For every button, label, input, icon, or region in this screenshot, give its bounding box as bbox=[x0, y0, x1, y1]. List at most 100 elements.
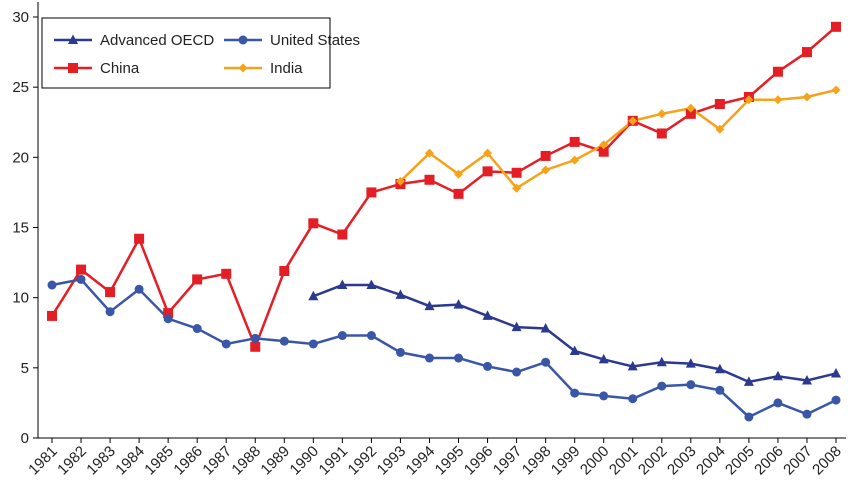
series-line bbox=[399, 88, 837, 190]
data-point bbox=[511, 321, 522, 332]
legend-marker bbox=[68, 34, 78, 44]
data-point bbox=[773, 95, 783, 105]
x-tick-label: 2000 bbox=[577, 443, 613, 479]
legend-label: Advanced OECD bbox=[100, 32, 214, 49]
x-tick-label: 2006 bbox=[751, 443, 787, 479]
series-line bbox=[50, 25, 837, 351]
data-point bbox=[279, 266, 290, 277]
data-point bbox=[366, 187, 377, 198]
data-point bbox=[744, 95, 754, 105]
data-point bbox=[628, 116, 638, 126]
data-point bbox=[743, 376, 754, 386]
data-point bbox=[686, 380, 696, 390]
data-point bbox=[366, 279, 377, 290]
x-tick-label: 1992 bbox=[345, 443, 381, 479]
data-point bbox=[395, 176, 405, 186]
data-point bbox=[47, 310, 57, 321]
x-tick-label: 2002 bbox=[635, 443, 671, 479]
x-tick-label: 2005 bbox=[722, 443, 758, 479]
data-point bbox=[482, 310, 493, 320]
data-point bbox=[772, 66, 783, 77]
data-point bbox=[76, 274, 86, 284]
x-tick-label: 2003 bbox=[664, 443, 700, 479]
data-point bbox=[540, 323, 551, 333]
legend-label: India bbox=[270, 60, 303, 77]
data-point bbox=[628, 394, 638, 404]
data-point bbox=[541, 357, 551, 367]
data-point bbox=[656, 128, 667, 139]
data-point bbox=[424, 353, 434, 363]
x-tick-label: 2001 bbox=[606, 443, 642, 479]
data-point bbox=[337, 229, 348, 240]
x-tick-label: 1981 bbox=[25, 443, 61, 479]
legend-marker bbox=[238, 35, 248, 45]
y-tick-label: 10 bbox=[12, 290, 29, 307]
data-point bbox=[250, 333, 260, 343]
y-tick-label: 30 bbox=[12, 9, 29, 26]
data-point bbox=[105, 307, 115, 317]
data-point bbox=[598, 146, 609, 157]
data-point bbox=[831, 21, 841, 32]
data-point bbox=[772, 370, 783, 381]
x-tick-label: 1998 bbox=[519, 443, 555, 479]
data-point bbox=[483, 361, 493, 371]
x-tick-label: 1989 bbox=[258, 443, 294, 479]
data-point bbox=[599, 391, 609, 401]
data-point bbox=[454, 169, 464, 179]
data-point bbox=[337, 279, 348, 290]
data-point bbox=[714, 99, 725, 110]
data-point bbox=[802, 409, 812, 419]
data-point bbox=[424, 174, 435, 185]
legend-box bbox=[41, 17, 331, 89]
x-tick-label: 1985 bbox=[141, 443, 177, 479]
x-tick-label: 1987 bbox=[199, 443, 235, 479]
data-point bbox=[454, 353, 464, 363]
x-tick-label: 1994 bbox=[403, 443, 439, 479]
data-point bbox=[831, 367, 841, 378]
data-point bbox=[192, 324, 202, 334]
data-point bbox=[831, 395, 841, 405]
data-point bbox=[337, 331, 347, 341]
data-point bbox=[424, 148, 434, 158]
data-point bbox=[221, 268, 232, 279]
data-point bbox=[657, 109, 667, 119]
data-point bbox=[657, 381, 667, 391]
x-tick-label: 1982 bbox=[54, 443, 90, 479]
x-tick-label: 1988 bbox=[228, 443, 264, 479]
data-point bbox=[512, 183, 522, 193]
legend-label: United States bbox=[270, 32, 360, 49]
data-point bbox=[685, 358, 696, 368]
data-point bbox=[714, 363, 725, 374]
data-point bbox=[598, 353, 609, 364]
y-tick-label: 0 bbox=[21, 430, 29, 447]
y-tick-label: 25 bbox=[12, 79, 29, 96]
data-point bbox=[541, 165, 551, 175]
data-point bbox=[540, 150, 551, 161]
data-point bbox=[802, 92, 812, 102]
x-tick-label: 1993 bbox=[374, 443, 410, 479]
data-point bbox=[105, 287, 116, 298]
data-point bbox=[599, 140, 609, 150]
data-point bbox=[569, 345, 580, 355]
data-point bbox=[569, 136, 580, 147]
data-point bbox=[453, 188, 464, 199]
data-point bbox=[627, 360, 638, 371]
x-tick-label: 1983 bbox=[83, 443, 119, 479]
data-point bbox=[773, 398, 783, 408]
data-point bbox=[570, 155, 580, 165]
data-point bbox=[163, 314, 173, 324]
legend-marker bbox=[68, 63, 78, 73]
data-point bbox=[801, 374, 812, 385]
data-point bbox=[395, 289, 406, 299]
data-point bbox=[395, 347, 405, 357]
x-tick-label: 2004 bbox=[693, 443, 729, 479]
data-point bbox=[453, 299, 464, 309]
data-point bbox=[134, 284, 144, 294]
data-point bbox=[511, 167, 522, 178]
data-point bbox=[279, 336, 289, 346]
x-tick-label: 1997 bbox=[490, 443, 526, 479]
data-point bbox=[308, 339, 318, 349]
x-tick-label: 1996 bbox=[461, 443, 497, 479]
data-point bbox=[192, 274, 203, 285]
data-point bbox=[308, 218, 319, 229]
